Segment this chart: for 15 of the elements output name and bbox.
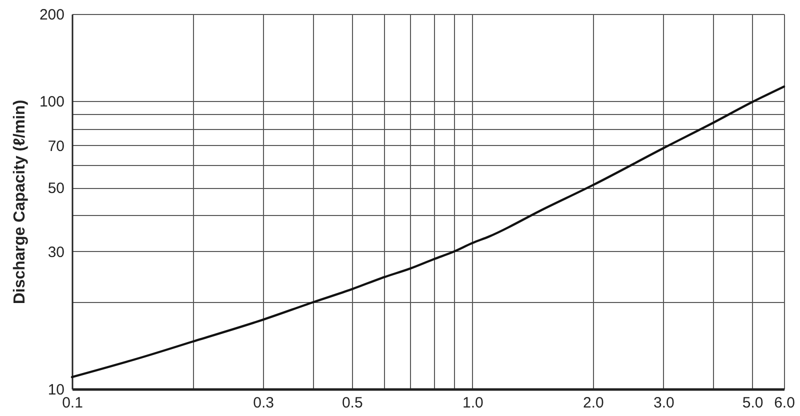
y-tick-label: 10	[48, 382, 64, 398]
x-tick-label: 0.5	[342, 394, 363, 412]
x-tick-label: 0.1	[62, 394, 83, 412]
y-tick-label: 70	[48, 138, 64, 155]
x-tick-label: 1.0	[462, 394, 484, 412]
y-tick-label: 100	[39, 93, 64, 110]
x-tick-label: 0.3	[253, 394, 274, 412]
y-tick-label: 50	[48, 180, 64, 198]
x-tick-label: 3.0	[654, 394, 674, 412]
x-tick-label: 6.0	[774, 394, 795, 412]
x-tick-label: 2.0	[583, 394, 604, 412]
x-tick-label: 5.0	[742, 394, 764, 412]
y-tick-label: 30	[48, 244, 64, 261]
y-tick-label: 200	[39, 6, 64, 24]
y-axis-title: Discharge Capacity (ℓ/min)	[11, 100, 28, 304]
